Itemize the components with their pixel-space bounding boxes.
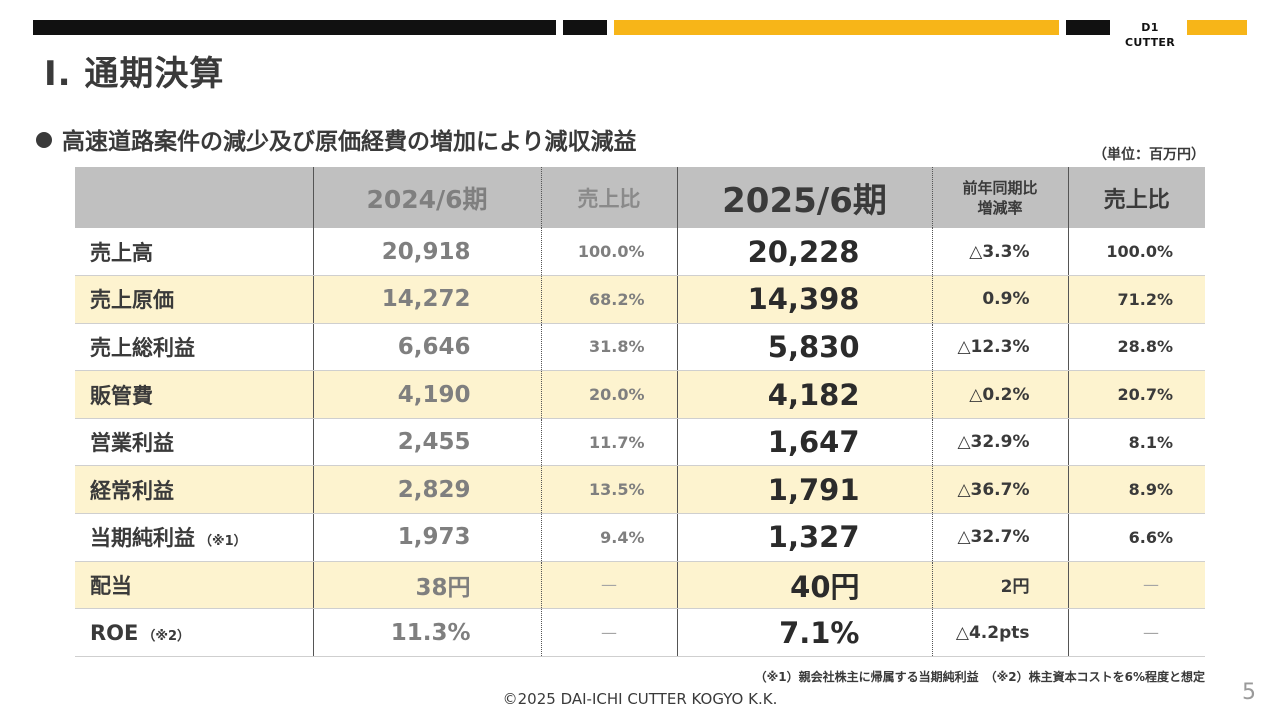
current-value: 1,327: [676, 513, 932, 562]
row-label-text: 経常利益: [90, 478, 174, 503]
current-value: 4,182: [676, 370, 932, 419]
current-value: 40円: [676, 561, 932, 610]
prev-sales-ratio: —: [540, 561, 677, 610]
table-header-row: 2024/6期 売上比 2025/6期 前年同期比 増減率 売上比: [75, 167, 1205, 228]
prev-value: 38円: [312, 561, 541, 610]
table-row: 売上原価 14,272 68.2% 14,398 0.9% 71.2%: [75, 275, 1205, 324]
header-current-sales-ratio: 売上比: [1067, 167, 1205, 228]
prev-sales-ratio: 9.4%: [540, 513, 677, 562]
yoy-change: △36.7%: [931, 465, 1068, 515]
header-prev-sales-ratio: 売上比: [540, 167, 677, 228]
prev-value: 11.3%: [312, 608, 541, 657]
prev-sales-ratio: 100.0%: [540, 228, 677, 277]
row-label-text: 販管費: [90, 383, 153, 408]
row-label-text: ROE: [90, 620, 139, 645]
table-row: 販管費 4,190 20.0% 4,182 △0.2% 20.7%: [75, 370, 1205, 419]
header-bar-dark-right: [1066, 20, 1110, 35]
header-yoy-change: 前年同期比 増減率: [931, 167, 1068, 228]
yoy-change: 2円: [931, 561, 1068, 610]
table-row: 営業利益 2,455 11.7% 1,647 △32.9% 8.1%: [75, 418, 1205, 467]
prev-sales-ratio: 20.0%: [540, 370, 677, 419]
yoy-change: △3.3%: [931, 228, 1068, 277]
company-logo: D1 CUTTER: [1124, 21, 1176, 49]
row-label-text: 営業利益: [90, 431, 174, 456]
row-label: 売上総利益: [75, 323, 313, 372]
row-label-text: 配当: [90, 573, 132, 598]
page-number: 5: [1242, 680, 1256, 705]
subtitle-text: 高速道路案件の減少及び原価経費の増加により減収減益: [62, 129, 637, 155]
prev-value: 1,973: [312, 513, 541, 562]
prev-sales-ratio: 11.7%: [540, 418, 677, 467]
current-sales-ratio: 8.1%: [1067, 418, 1205, 467]
row-label: 売上高: [75, 228, 313, 277]
header-prev-period: 2024/6期: [312, 167, 541, 228]
current-sales-ratio: 100.0%: [1067, 228, 1205, 277]
financial-results-table: 2024/6期 売上比 2025/6期 前年同期比 増減率 売上比 売上高 20,…: [75, 167, 1205, 657]
row-label-text: 売上原価: [90, 288, 174, 313]
table-row: 売上高 20,918 100.0% 20,228 △3.3% 100.0%: [75, 228, 1205, 277]
row-label: 当期純利益 （※1）: [75, 513, 313, 562]
yoy-change: 0.9%: [931, 275, 1068, 324]
row-label: 配当: [75, 561, 313, 610]
row-label-text: 売上高: [90, 240, 153, 265]
current-sales-ratio: —: [1067, 608, 1205, 657]
prev-value: 6,646: [312, 323, 541, 372]
page-title: Ⅰ. 通期決算: [44, 54, 225, 94]
table-row: 当期純利益 （※1） 1,973 9.4% 1,327 △32.7% 6.6%: [75, 513, 1205, 562]
current-sales-ratio: 6.6%: [1067, 513, 1205, 562]
header-yoy-line2: 増減率: [977, 198, 1023, 217]
bullet-dot-icon: [36, 132, 52, 148]
row-footnote-ref: （※2）: [142, 628, 191, 644]
table-row: 配当 38円 — 40円 2円 —: [75, 561, 1205, 610]
table-row: ROE （※2） 11.3% — 7.1% △4.2pts —: [75, 608, 1205, 657]
yoy-change: △32.7%: [931, 513, 1068, 562]
header-label: [75, 167, 313, 228]
prev-value: 2,455: [312, 418, 541, 467]
header-yoy-line1: 前年同期比: [962, 178, 1038, 197]
header-bar-accent: [614, 20, 1059, 35]
prev-sales-ratio: 31.8%: [540, 323, 677, 372]
row-label-text: 売上総利益: [90, 335, 195, 360]
header-bar-accent-right: [1187, 20, 1247, 35]
yoy-change: △4.2pts: [931, 608, 1068, 657]
current-sales-ratio: 28.8%: [1067, 323, 1205, 372]
prev-value: 4,190: [312, 370, 541, 419]
current-sales-ratio: 8.9%: [1067, 465, 1205, 515]
footnote: （※1）親会社株主に帰属する当期純利益 （※2）株主資本コストを6%程度と想定: [754, 670, 1205, 684]
row-label: 販管費: [75, 370, 313, 419]
current-value: 5,830: [676, 323, 932, 372]
current-sales-ratio: —: [1067, 561, 1205, 610]
current-sales-ratio: 71.2%: [1067, 275, 1205, 324]
current-value: 1,647: [676, 418, 932, 467]
section-subtitle: 高速道路案件の減少及び原価経費の増加により減収減益: [36, 122, 637, 156]
row-label-text: 当期純利益: [90, 526, 195, 551]
copyright: ©2025 DAI-ICHI CUTTER KOGYO K.K.: [502, 690, 778, 708]
prev-value: 20,918: [312, 228, 541, 277]
prev-sales-ratio: 68.2%: [540, 275, 677, 324]
prev-value: 14,272: [312, 275, 541, 324]
table-row: 売上総利益 6,646 31.8% 5,830 △12.3% 28.8%: [75, 323, 1205, 372]
row-label: ROE （※2）: [75, 608, 313, 657]
yoy-change: △32.9%: [931, 418, 1068, 467]
yoy-change: △0.2%: [931, 370, 1068, 419]
row-label: 営業利益: [75, 418, 313, 467]
row-label: 売上原価: [75, 275, 313, 324]
current-value: 1,791: [676, 465, 932, 515]
header-current-period: 2025/6期: [676, 167, 932, 228]
header-bar-dark: [33, 20, 556, 35]
current-value: 7.1%: [676, 608, 932, 657]
prev-sales-ratio: —: [540, 608, 677, 657]
unit-note: （単位：百万円）: [1093, 147, 1205, 163]
current-value: 20,228: [676, 228, 932, 277]
current-sales-ratio: 20.7%: [1067, 370, 1205, 419]
table-row: 経常利益 2,829 13.5% 1,791 △36.7% 8.9%: [75, 465, 1205, 515]
row-label: 経常利益: [75, 465, 313, 515]
yoy-change: △12.3%: [931, 323, 1068, 372]
header-bar-dark-short: [563, 20, 607, 35]
prev-sales-ratio: 13.5%: [540, 465, 677, 515]
prev-value: 2,829: [312, 465, 541, 515]
current-value: 14,398: [676, 275, 932, 324]
row-footnote-ref: （※1）: [199, 534, 247, 550]
